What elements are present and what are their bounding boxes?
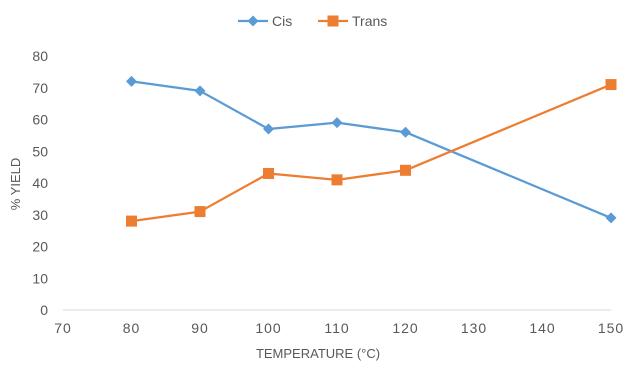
series-line-cis	[131, 80, 612, 219]
x-tick-label: 130	[461, 320, 487, 336]
data-point-cis	[331, 117, 343, 129]
x-tick-label: 120	[392, 320, 418, 336]
y-tick-label: 20	[32, 239, 48, 255]
data-point-trans	[400, 164, 411, 176]
legend-item-trans: Trans	[318, 13, 387, 29]
x-tick-label: 90	[191, 320, 209, 336]
y-tick-label: 50	[32, 143, 48, 159]
x-tick-label: 70	[54, 320, 72, 336]
legend-marker-cis	[247, 15, 259, 27]
data-point-cis	[194, 85, 206, 97]
series-cis	[126, 75, 617, 224]
y-tick-label: 60	[32, 112, 48, 128]
data-point-cis	[605, 212, 617, 224]
x-tick-label: 110	[324, 320, 349, 336]
legend: Cis Trans	[238, 13, 387, 29]
y-tick-label: 0	[40, 302, 48, 318]
data-point-trans	[331, 174, 343, 186]
x-tick-label: 140	[529, 320, 555, 336]
y-tick-label: 80	[32, 48, 48, 64]
x-tick-label: 100	[255, 320, 281, 336]
y-tick-label: 10	[32, 270, 48, 286]
series-line-trans	[131, 83, 612, 223]
data-point-trans	[126, 215, 137, 227]
x-tick-label: 80	[123, 320, 141, 336]
data-point-trans	[263, 167, 274, 179]
legend-marker-trans	[327, 15, 339, 27]
legend-item-cis: Cis	[238, 13, 292, 29]
data-point-cis	[126, 75, 137, 87]
legend-label-trans: Trans	[352, 13, 387, 29]
y-tick-label: 40	[32, 175, 48, 191]
data-point-trans	[605, 79, 617, 91]
x-tick-label: 150	[598, 320, 624, 336]
series-layer	[126, 75, 617, 227]
data-point-cis	[263, 123, 274, 135]
y-axis-title: % YIELD	[8, 158, 23, 211]
series-trans	[126, 79, 617, 227]
legend-label-cis: Cis	[272, 13, 292, 29]
y-axis: 0 10 20 30 40 50 60 70 80	[32, 48, 48, 318]
y-tick-label: 30	[32, 207, 48, 223]
x-axis-title: TEMPERATURE (°C)	[256, 346, 380, 361]
data-point-cis	[400, 126, 411, 138]
data-point-trans	[194, 206, 206, 218]
x-axis: 70 80 90 100 110 120 130 140 150	[54, 309, 624, 336]
y-tick-label: 70	[32, 80, 48, 96]
